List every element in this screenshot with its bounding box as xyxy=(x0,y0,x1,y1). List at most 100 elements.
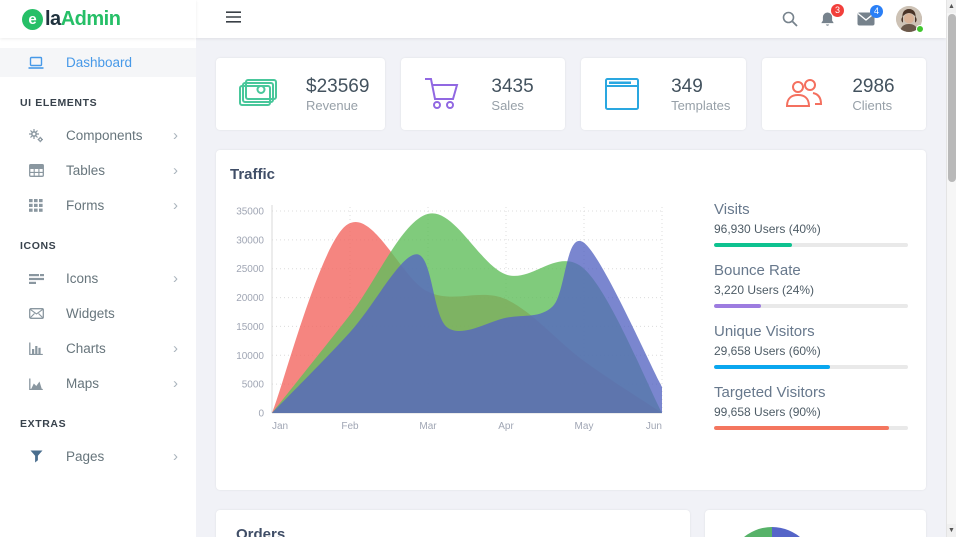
stat-label: Revenue xyxy=(306,98,359,114)
stat-card-clients: 2986 Clients xyxy=(762,58,926,130)
notifications-button[interactable]: 3 xyxy=(819,3,844,28)
orders-title: Orders xyxy=(236,526,286,537)
traffic-title: Traffic xyxy=(230,166,276,183)
sidebar-item-label: Dashboard xyxy=(66,55,133,70)
progress-track xyxy=(714,304,908,308)
stat-label: Clients xyxy=(852,98,893,114)
brand-logo-icon: e xyxy=(22,8,43,30)
stat-value: 349 xyxy=(671,75,703,97)
sidebar-item-pages[interactable]: Pages › xyxy=(0,442,196,471)
x-tick-label: Jan xyxy=(272,421,288,432)
progress-track xyxy=(714,243,908,247)
sidebar-heading-extras: EXTRAS xyxy=(20,418,67,430)
chevron-right-icon: › xyxy=(173,270,178,287)
sidebar-item-label: Icons xyxy=(66,271,99,286)
filter-icon xyxy=(28,449,44,465)
area-chart-icon xyxy=(28,376,44,392)
sidebar-item-label: Maps xyxy=(66,376,100,391)
cart-icon xyxy=(423,76,467,112)
sidebar: e la Admin Dashboard UI ELEMENTS Compone… xyxy=(0,0,196,537)
metric-label: Bounce Rate xyxy=(714,262,801,279)
scrollbar-down-arrow[interactable]: ▼ xyxy=(947,524,956,537)
chevron-right-icon: › xyxy=(173,448,178,465)
progress-fill xyxy=(714,243,792,247)
pie-chart xyxy=(728,527,816,537)
chevron-right-icon: › xyxy=(173,162,178,179)
sidebar-item-label: Components xyxy=(66,128,143,143)
y-tick-label: 35000 xyxy=(236,207,264,218)
sidebar-item-widgets[interactable]: Widgets xyxy=(0,299,196,328)
progress-fill xyxy=(714,304,761,308)
banknotes-icon xyxy=(238,76,282,112)
sidebar-item-label: Forms xyxy=(66,198,105,213)
traffic-body: 35000 30000 25000 20000 15000 10000 5000 0 Jan Fe… xyxy=(230,195,908,445)
menu-toggle-button[interactable] xyxy=(226,10,241,28)
metric-visits: Visits 96,930 Users (40%) xyxy=(714,201,908,247)
metric-bounce-rate: Bounce Rate 3,220 Users (24%) xyxy=(714,262,908,308)
stat-value: 3435 xyxy=(491,75,534,97)
topbar: 3 4 xyxy=(196,0,946,38)
sidebar-item-label: Pages xyxy=(66,449,105,464)
x-tick-label: Jun xyxy=(646,421,662,432)
metric-label: Visits xyxy=(714,201,750,218)
sidebar-item-label: Widgets xyxy=(66,306,115,321)
sidebar-item-icons[interactable]: Icons › xyxy=(0,264,196,293)
sidebar-item-forms[interactable]: Forms › xyxy=(0,191,196,220)
scrollbar-thumb[interactable] xyxy=(948,14,956,182)
stat-card-revenue: $23569 Revenue xyxy=(216,58,386,130)
y-tick-label: 30000 xyxy=(236,235,264,246)
user-avatar[interactable] xyxy=(896,6,924,33)
x-tick-label: Apr xyxy=(498,421,514,432)
chevron-right-icon: › xyxy=(173,127,178,144)
sidebar-item-components[interactable]: Components › xyxy=(0,121,196,150)
orders-card: Orders xyxy=(216,510,690,537)
topbar-actions: 3 4 xyxy=(782,3,946,33)
stat-card-templates: 349 Templates xyxy=(581,58,747,130)
y-tick-label: 25000 xyxy=(236,264,264,275)
search-button[interactable] xyxy=(782,11,798,27)
cogs-icon xyxy=(28,128,44,144)
traffic-metrics: Visits 96,930 Users (40%) Bounce Rate 3,… xyxy=(714,201,908,445)
metric-value: 96,930 Users (40%) xyxy=(714,222,821,236)
x-tick-label: Feb xyxy=(341,421,359,432)
y-tick-label: 20000 xyxy=(236,293,264,304)
traffic-area-chart: 35000 30000 25000 20000 15000 10000 5000 0 Jan Fe… xyxy=(236,205,663,432)
notification-badge: 3 xyxy=(831,3,844,17)
sidebar-item-label: Tables xyxy=(66,163,106,178)
metric-label: Unique Visitors xyxy=(714,323,815,340)
themify-icon xyxy=(28,271,44,287)
metric-value: 99,658 Users (90%) xyxy=(714,405,821,419)
stat-label: Sales xyxy=(491,98,524,114)
bar-chart-icon xyxy=(28,341,44,357)
scrollbar-up-arrow[interactable]: ▲ xyxy=(947,0,956,13)
chevron-right-icon: › xyxy=(173,197,178,214)
brand-name-green: Admin xyxy=(60,7,121,30)
brand-name-dark: la xyxy=(45,7,61,30)
sidebar-nav: Dashboard UI ELEMENTS Components › Table… xyxy=(0,38,196,471)
metric-label: Targeted Visitors xyxy=(714,384,826,401)
metric-value: 3,220 Users (24%) xyxy=(714,283,815,297)
metric-unique-visitors: Unique Visitors 29,658 Users (60%) xyxy=(714,323,908,369)
messages-button[interactable]: 4 xyxy=(857,5,883,26)
sidebar-item-charts[interactable]: Charts › xyxy=(0,334,196,363)
sidebar-item-dashboard[interactable]: Dashboard xyxy=(0,48,196,77)
message-badge: 4 xyxy=(870,5,883,18)
y-tick-label: 5000 xyxy=(242,380,265,391)
sidebar-item-maps[interactable]: Maps › xyxy=(0,369,196,398)
main-content: $23569 Revenue 3435 Sales 349 xyxy=(196,38,946,537)
sidebar-heading-icons: ICONS xyxy=(20,240,57,252)
metric-targeted-visitors: Targeted Visitors 99,658 Users (90%) xyxy=(714,384,908,430)
browser-icon xyxy=(603,76,647,112)
scrollbar[interactable]: ▲ ▼ xyxy=(946,0,956,537)
brand-logo[interactable]: e la Admin xyxy=(0,0,196,38)
x-tick-label: Mar xyxy=(419,421,437,432)
table-icon xyxy=(28,163,44,179)
stat-value: 2986 xyxy=(852,75,895,97)
bottom-row: Orders xyxy=(216,510,926,537)
traffic-card: Traffic 35000 30000 25000 20000 15000 10000 50… xyxy=(216,150,926,490)
progress-track xyxy=(714,365,908,369)
progress-track xyxy=(714,426,908,430)
sidebar-item-tables[interactable]: Tables › xyxy=(0,156,196,185)
metric-value: 29,658 Users (60%) xyxy=(714,344,821,358)
